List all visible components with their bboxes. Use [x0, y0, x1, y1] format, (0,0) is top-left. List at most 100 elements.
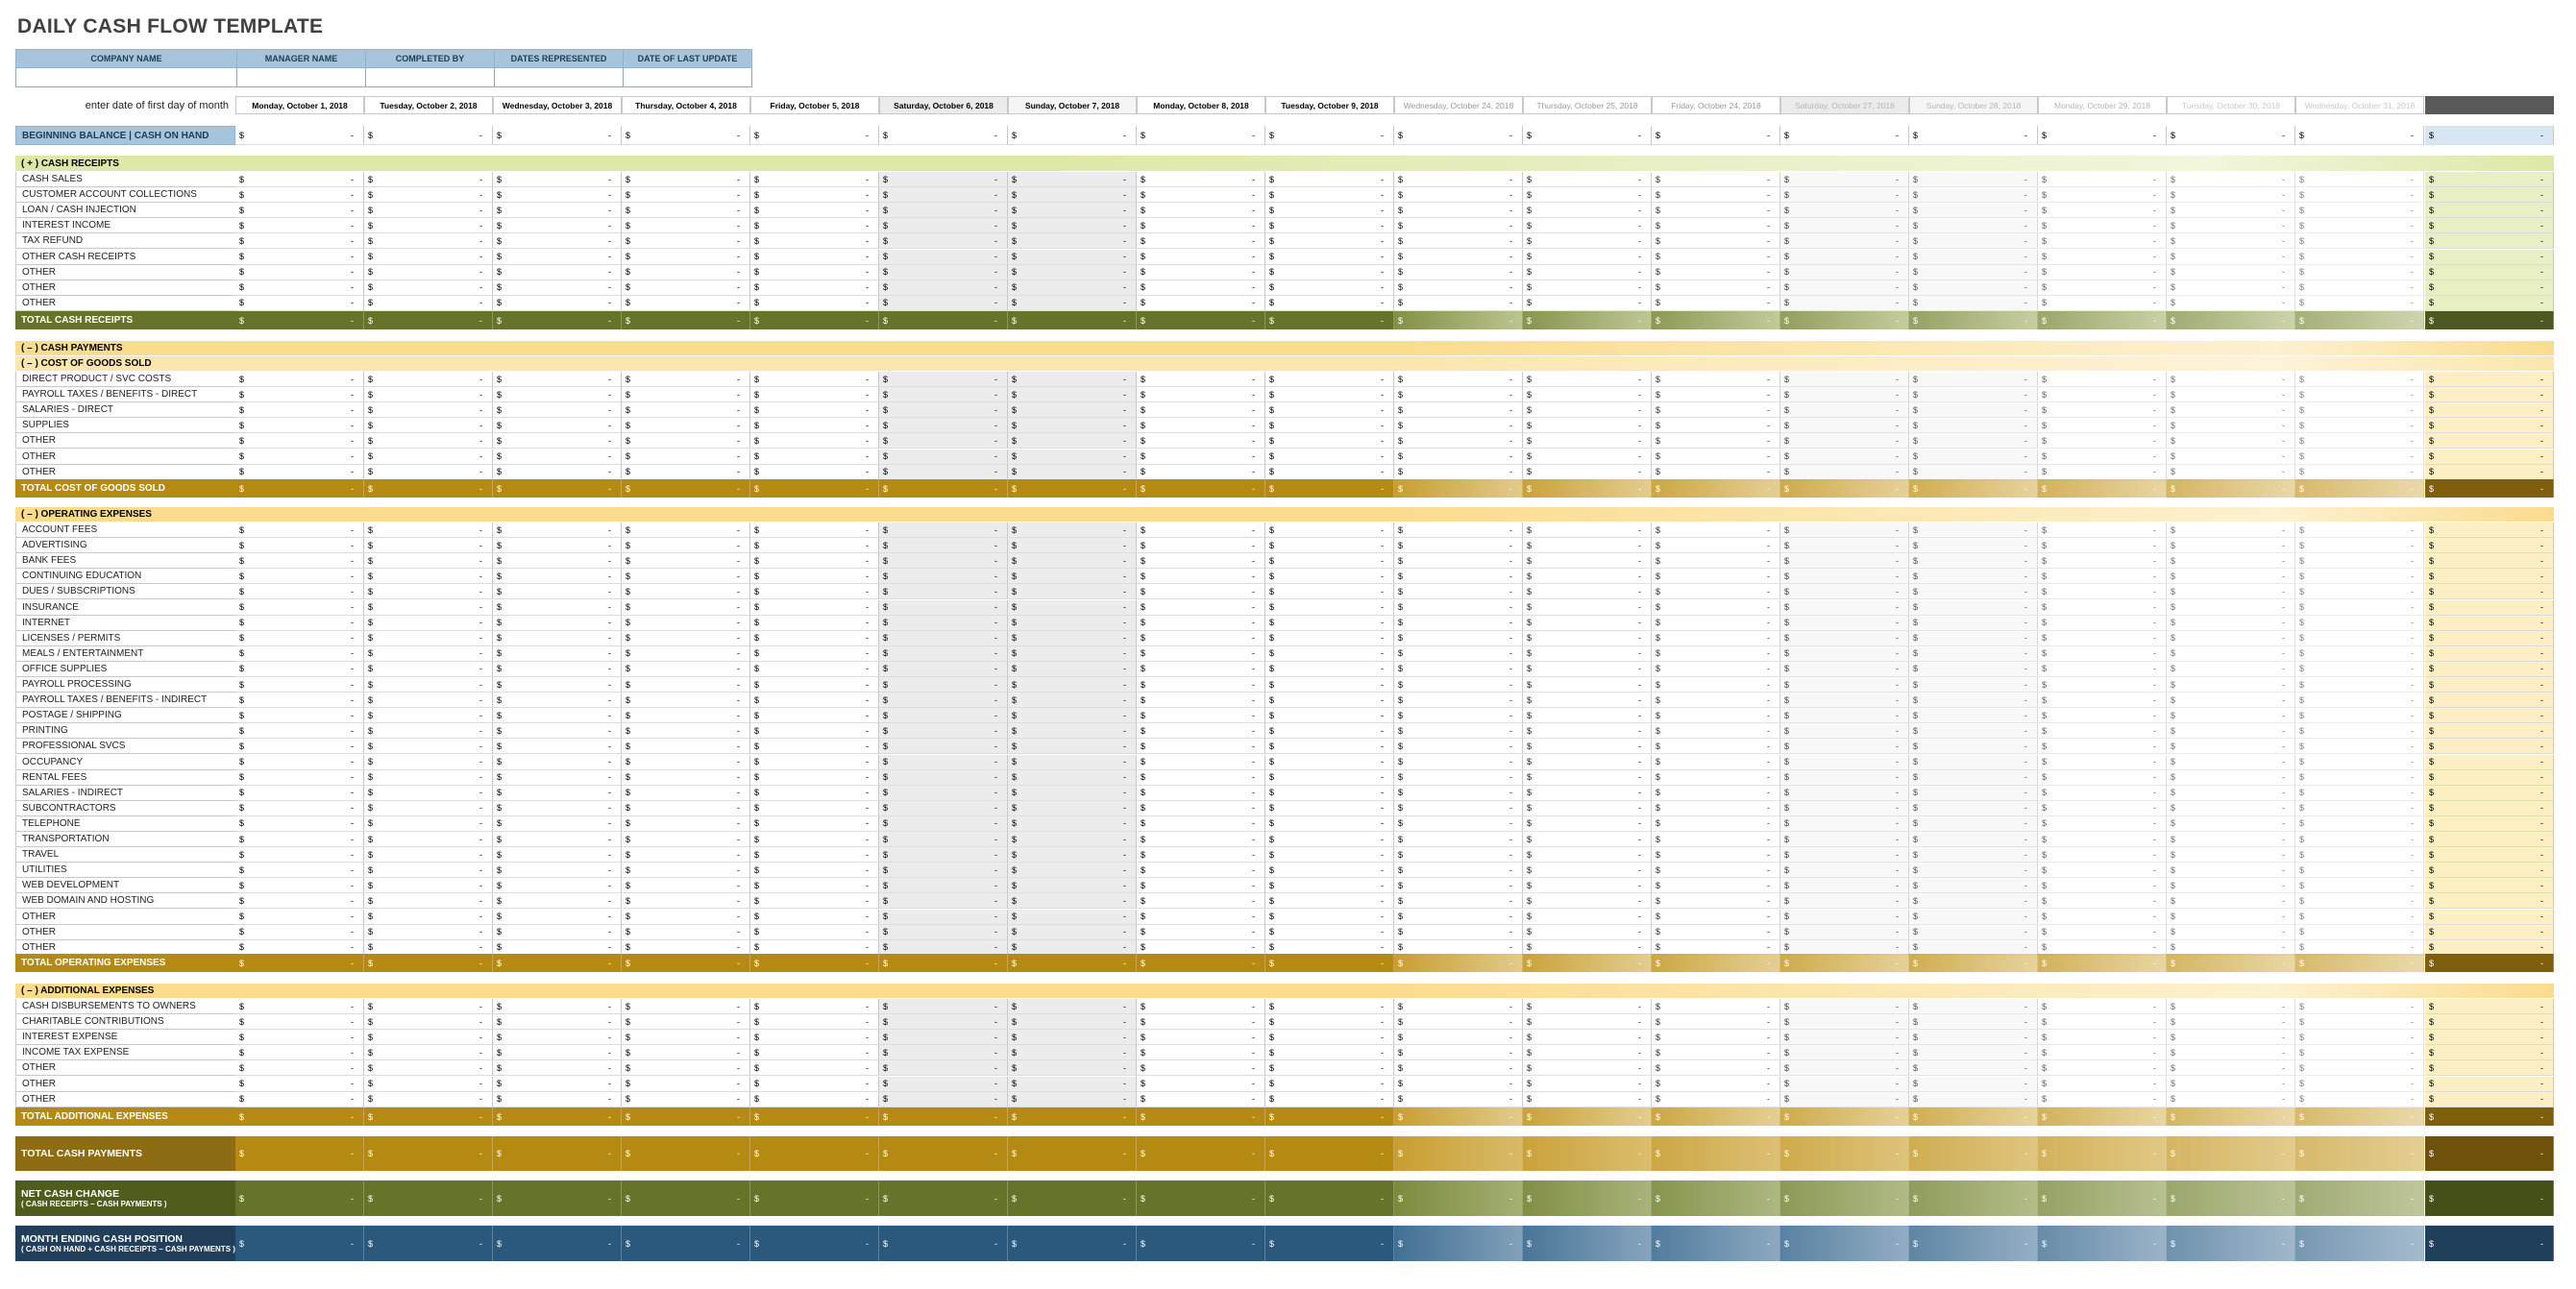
- day-cell[interactable]: $ -: [1008, 999, 1137, 1015]
- day-cell[interactable]: $ -: [235, 815, 364, 832]
- day-cell[interactable]: $ -: [1265, 569, 1394, 585]
- day-cell[interactable]: $ -: [2295, 523, 2424, 539]
- day-cell[interactable]: $ -: [1909, 1060, 2038, 1077]
- total-cell[interactable]: $ -: [2425, 630, 2554, 646]
- day-cell[interactable]: $ -: [750, 1107, 879, 1126]
- day-cell[interactable]: $ -: [1137, 832, 1265, 848]
- day-cell[interactable]: $ -: [2167, 847, 2295, 863]
- day-cell[interactable]: $ -: [1394, 203, 1523, 219]
- day-cell[interactable]: $ -: [1265, 677, 1394, 693]
- day-cell[interactable]: $ -: [2167, 954, 2295, 972]
- day-cell[interactable]: $ -: [1265, 449, 1394, 465]
- day-cell[interactable]: $ -: [1652, 372, 1780, 388]
- day-cell[interactable]: $ -: [1780, 523, 1909, 539]
- day-cell[interactable]: $ -: [1394, 1045, 1523, 1061]
- day-cell[interactable]: $ -: [750, 645, 879, 662]
- total-cell[interactable]: $ -: [2425, 863, 2554, 879]
- day-cell[interactable]: $ -: [2295, 1107, 2424, 1126]
- day-cell[interactable]: $ -: [879, 769, 1008, 786]
- day-cell[interactable]: $ -: [2038, 1030, 2167, 1046]
- day-cell[interactable]: $ -: [1909, 172, 2038, 188]
- day-cell[interactable]: $ -: [2038, 249, 2167, 265]
- total-cell[interactable]: $ -: [2425, 553, 2554, 570]
- day-cell[interactable]: $ -: [1780, 1045, 1909, 1061]
- day-cell[interactable]: $ -: [2167, 800, 2295, 816]
- day-cell[interactable]: $ -: [2167, 832, 2295, 848]
- day-cell[interactable]: $ -: [879, 584, 1008, 600]
- total-cell[interactable]: $ -: [2425, 1091, 2554, 1107]
- day-cell[interactable]: $ -: [235, 693, 364, 709]
- day-cell[interactable]: $ -: [1265, 249, 1394, 265]
- day-cell[interactable]: $ -: [364, 218, 493, 234]
- day-cell[interactable]: $ -: [493, 187, 622, 204]
- day-cell[interactable]: $ -: [1394, 280, 1523, 296]
- day-cell[interactable]: $ -: [493, 661, 622, 677]
- day-cell[interactable]: $ -: [493, 815, 622, 832]
- day-cell[interactable]: $ -: [1008, 433, 1137, 450]
- day-cell[interactable]: $ -: [1265, 218, 1394, 234]
- day-cell[interactable]: $ -: [1523, 1060, 1652, 1077]
- total-cell[interactable]: $ -: [2425, 1076, 2554, 1092]
- day-cell[interactable]: $ -: [493, 800, 622, 816]
- day-cell[interactable]: $ -: [750, 295, 879, 311]
- day-cell[interactable]: $ -: [1652, 523, 1780, 539]
- day-cell[interactable]: $ -: [364, 264, 493, 280]
- day-cell[interactable]: $ -: [1909, 387, 2038, 403]
- day-cell[interactable]: $ -: [750, 832, 879, 848]
- day-cell[interactable]: $ -: [1780, 172, 1909, 188]
- day-cell[interactable]: $ -: [1265, 1136, 1394, 1171]
- day-cell[interactable]: $ -: [1652, 1030, 1780, 1046]
- day-cell[interactable]: $ -: [1523, 999, 1652, 1015]
- day-cell[interactable]: $ -: [1780, 1091, 1909, 1107]
- day-cell[interactable]: $ -: [1780, 708, 1909, 724]
- day-cell[interactable]: $ -: [1909, 708, 2038, 724]
- day-cell[interactable]: $ -: [2038, 739, 2167, 755]
- day-cell[interactable]: $ -: [1265, 1107, 1394, 1126]
- day-cell[interactable]: $ -: [750, 449, 879, 465]
- day-cell[interactable]: $ -: [750, 1180, 879, 1216]
- day-cell[interactable]: $ -: [1909, 187, 2038, 204]
- day-cell[interactable]: $ -: [2167, 909, 2295, 925]
- day-cell[interactable]: $ -: [1137, 264, 1265, 280]
- day-cell[interactable]: $ -: [235, 863, 364, 879]
- day-cell[interactable]: $ -: [1137, 233, 1265, 250]
- day-cell[interactable]: $ -: [1394, 311, 1523, 329]
- day-cell[interactable]: $ -: [1780, 402, 1909, 419]
- day-cell[interactable]: $ -: [1394, 372, 1523, 388]
- day-cell[interactable]: $ -: [750, 924, 879, 940]
- day-cell[interactable]: $ -: [1137, 1076, 1265, 1092]
- day-cell[interactable]: $ -: [2038, 584, 2167, 600]
- day-cell[interactable]: $ -: [879, 479, 1008, 498]
- day-cell[interactable]: $ -: [1265, 723, 1394, 740]
- total-cell[interactable]: $ -: [2425, 769, 2554, 786]
- day-cell[interactable]: $ -: [622, 464, 750, 480]
- day-cell[interactable]: $ -: [493, 538, 622, 554]
- day-cell[interactable]: $ -: [622, 1030, 750, 1046]
- day-cell[interactable]: $ -: [364, 1136, 493, 1171]
- day-cell[interactable]: $ -: [622, 1136, 750, 1171]
- day-cell[interactable]: $ -: [879, 615, 1008, 631]
- day-cell[interactable]: $ -: [1652, 878, 1780, 894]
- day-cell[interactable]: $ -: [1780, 433, 1909, 450]
- day-cell[interactable]: $ -: [750, 1030, 879, 1046]
- day-cell[interactable]: $ -: [1265, 402, 1394, 419]
- day-cell[interactable]: $ -: [2295, 599, 2424, 616]
- day-cell[interactable]: $ -: [1909, 264, 2038, 280]
- day-cell[interactable]: $ -: [1265, 815, 1394, 832]
- day-cell[interactable]: $ -: [2167, 1076, 2295, 1092]
- day-cell[interactable]: $ -: [493, 769, 622, 786]
- day-cell[interactable]: $ -: [493, 584, 622, 600]
- day-cell[interactable]: $ -: [1652, 433, 1780, 450]
- day-cell[interactable]: $ -: [2038, 723, 2167, 740]
- day-cell[interactable]: $ -: [235, 708, 364, 724]
- total-cell[interactable]: $ -: [2425, 739, 2554, 755]
- day-cell[interactable]: $ -: [1780, 295, 1909, 311]
- day-cell[interactable]: $ -: [235, 538, 364, 554]
- day-cell[interactable]: $ -: [2167, 1014, 2295, 1031]
- day-cell[interactable]: $ -: [2038, 418, 2167, 434]
- day-cell[interactable]: $ -: [2167, 280, 2295, 296]
- day-cell[interactable]: $ -: [235, 878, 364, 894]
- day-cell[interactable]: $ -: [1909, 785, 2038, 801]
- day-cell[interactable]: $ -: [1523, 893, 1652, 910]
- day-cell[interactable]: $ -: [1008, 1107, 1137, 1126]
